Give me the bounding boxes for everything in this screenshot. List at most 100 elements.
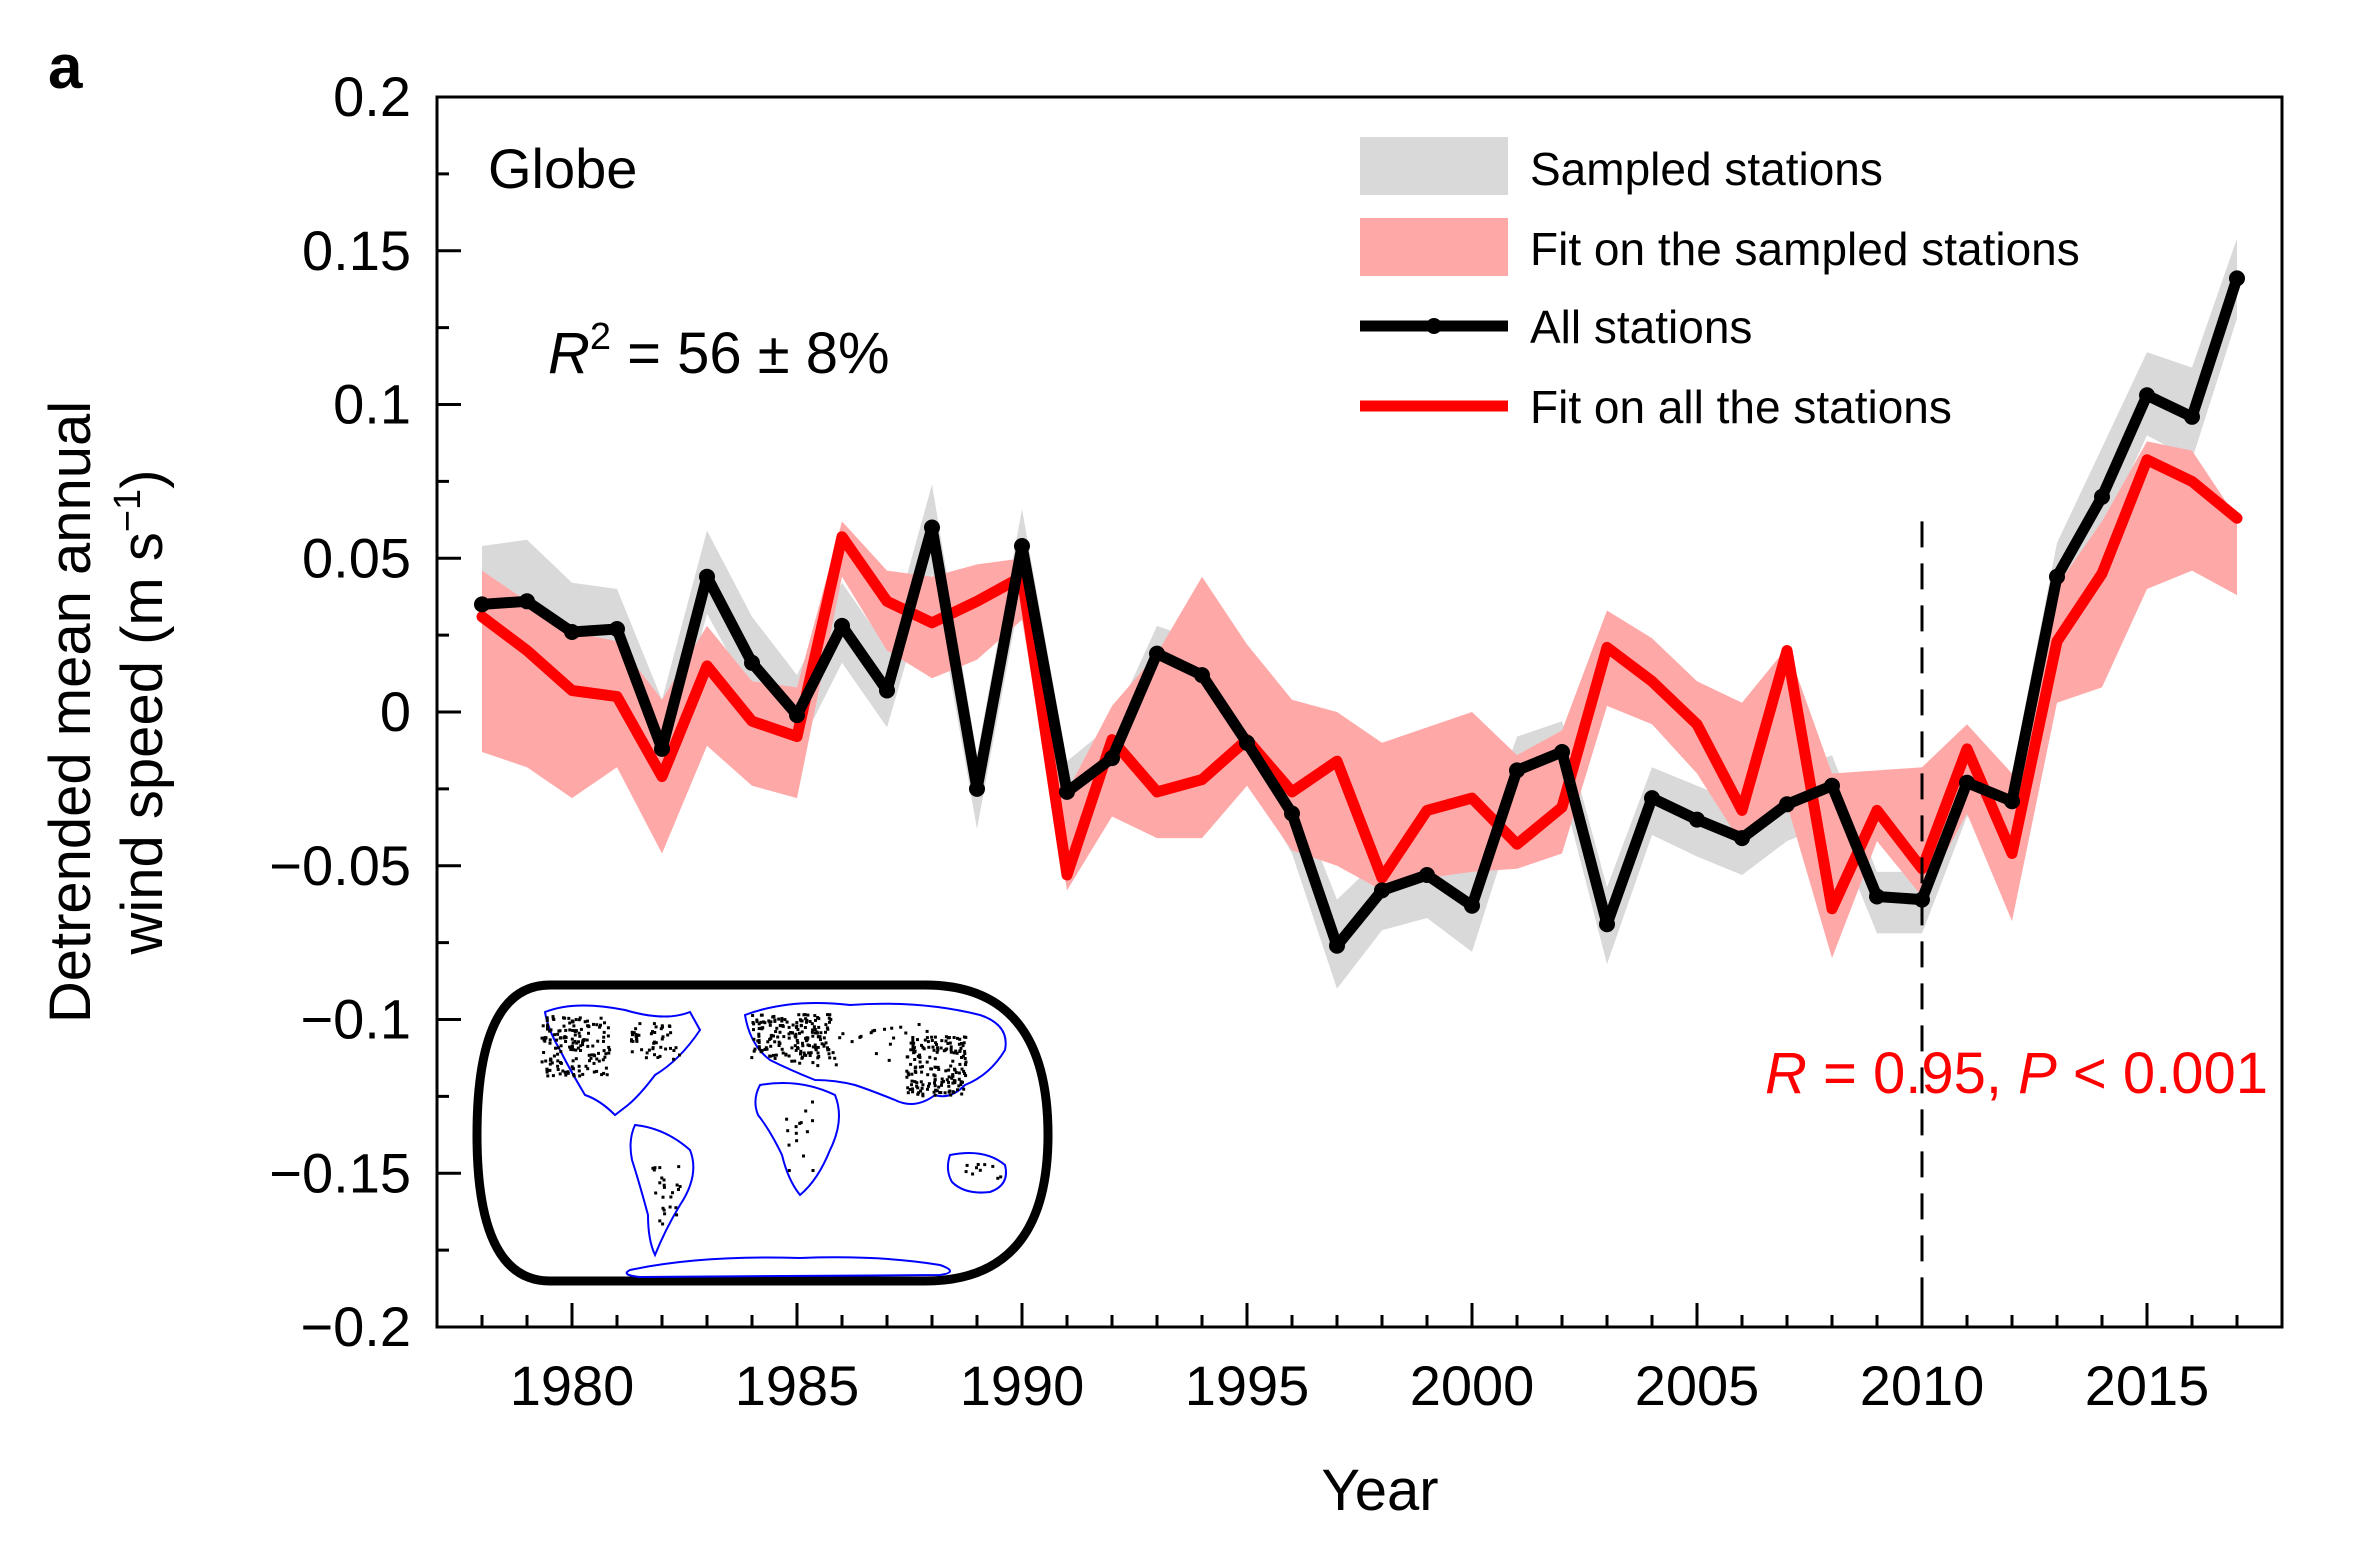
station-dot (559, 1044, 563, 1048)
station-dot (933, 1035, 937, 1039)
station-dot (555, 1038, 559, 1042)
legend-label-fit-all: Fit on all the stations (1530, 381, 1952, 433)
station-dot (927, 1045, 931, 1049)
station-dot (958, 1049, 962, 1053)
station-dot (592, 1053, 596, 1057)
station-dot (567, 1016, 571, 1020)
station-dot (919, 1080, 923, 1084)
station-dot (659, 1027, 663, 1031)
station-dot (581, 1043, 585, 1047)
station-dot (589, 1056, 593, 1060)
station-dot (933, 1078, 937, 1082)
station-dot (826, 1027, 830, 1031)
station-dot (577, 1069, 581, 1073)
station-dot (557, 1029, 561, 1033)
station-dot (918, 1060, 922, 1064)
station-dot (827, 1016, 831, 1020)
station-dot (658, 1054, 662, 1058)
r-squared-stat: R2 = 56 ± 8% (548, 316, 890, 386)
station-dot (592, 1070, 596, 1074)
station-dot (951, 1090, 955, 1094)
station-dot (586, 1044, 590, 1048)
station-dot (757, 1027, 761, 1030)
station-dot (874, 1052, 878, 1056)
y-tick-label: 0.2 (333, 65, 411, 128)
station-dot (556, 1052, 560, 1056)
station-dot (805, 1018, 809, 1022)
station-dot (816, 1016, 820, 1019)
station-dot (951, 1081, 955, 1085)
station-dot (793, 1059, 797, 1063)
station-dot (932, 1090, 936, 1094)
station-dot (577, 1040, 580, 1044)
station-dot (787, 1054, 791, 1058)
station-dot (906, 1086, 910, 1090)
station-dot (781, 1051, 785, 1055)
station-dot (602, 1035, 606, 1039)
station-dot (949, 1045, 953, 1049)
station-dot (805, 1020, 808, 1024)
data-point-1993 (1149, 645, 1165, 662)
station-dot (811, 1119, 814, 1123)
station-dot (912, 1041, 916, 1045)
station-dot (549, 1057, 553, 1061)
station-dot (660, 1024, 664, 1028)
station-dot (778, 1030, 782, 1034)
data-point-1995 (1239, 734, 1255, 751)
station-dot (811, 1061, 815, 1065)
station-dot (933, 1081, 936, 1085)
station-dot (815, 1030, 819, 1034)
station-dot (569, 1048, 573, 1051)
station-dot (638, 1022, 642, 1026)
station-dot (828, 1013, 832, 1017)
station-dot (999, 1175, 1003, 1179)
station-dot (802, 1051, 806, 1055)
station-dot (799, 1024, 803, 1028)
station-dot (824, 1023, 828, 1027)
station-dot (785, 1020, 789, 1024)
station-dot (652, 1041, 656, 1045)
station-dot (548, 1041, 552, 1045)
station-dot (635, 1033, 639, 1037)
station-dot (806, 1013, 810, 1017)
station-dot (964, 1060, 968, 1064)
station-dot (908, 1088, 912, 1091)
station-dot (824, 1041, 828, 1045)
station-dot (572, 1024, 576, 1028)
data-point-2008 (1824, 777, 1840, 794)
station-dot (961, 1044, 965, 1048)
station-dot (959, 1046, 963, 1050)
station-dot (971, 1172, 975, 1176)
station-dot (811, 1028, 815, 1032)
station-dot (926, 1087, 929, 1091)
station-dot (563, 1035, 567, 1039)
station-dot (949, 1064, 953, 1068)
station-dot (644, 1056, 648, 1060)
station-dot (954, 1071, 958, 1074)
station-dot (794, 1032, 798, 1036)
station-dot (599, 1016, 603, 1020)
station-dot (769, 1036, 773, 1040)
station-dot (910, 1079, 914, 1083)
legend-label-fit-sampled: Fit on the sampled stations (1530, 223, 2080, 275)
station-dot (608, 1048, 612, 1052)
station-dot (562, 1024, 566, 1028)
r-squared-value: = 56 ± 8% (611, 321, 890, 386)
station-dot (768, 1054, 772, 1058)
station-dot (783, 1018, 787, 1022)
station-dot (828, 1056, 832, 1060)
station-dot (953, 1067, 956, 1071)
station-dot (869, 1031, 873, 1035)
station-dot (775, 1026, 779, 1030)
station-dot (571, 1066, 575, 1070)
station-dot (813, 1043, 817, 1047)
station-dot (753, 1047, 757, 1051)
station-dot (768, 1023, 772, 1027)
station-dot (591, 1044, 595, 1048)
station-dot (953, 1081, 957, 1085)
station-dot (819, 1031, 823, 1035)
y-axis-label-sup: −1 (107, 489, 149, 532)
station-dot (558, 1061, 562, 1064)
station-dot (570, 1037, 574, 1041)
station-dot (873, 1028, 877, 1032)
